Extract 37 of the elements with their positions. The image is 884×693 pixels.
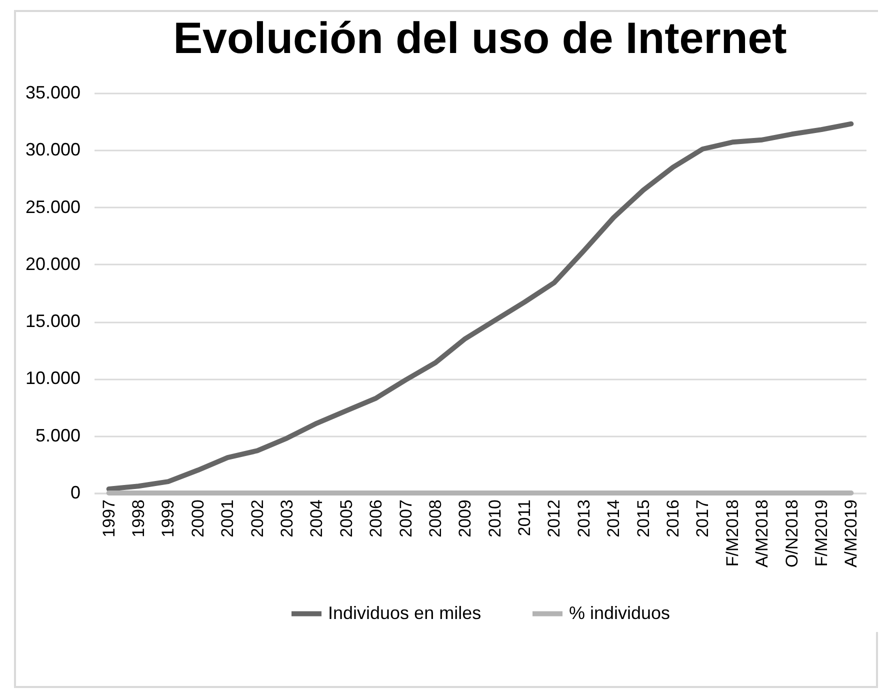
chart-title: Evolución del uso de Internet (173, 14, 788, 63)
y-tick-label: 30.000 (25, 140, 80, 160)
x-tick-label: 2016 (664, 500, 682, 538)
x-tick-label: 2015 (634, 500, 653, 538)
x-tick-label: F/M2018 (722, 500, 742, 567)
x-tick-label: 2001 (218, 500, 238, 538)
y-tick-label: 35.000 (25, 82, 80, 102)
x-tick-label: A/M2019 (842, 500, 861, 568)
x-tick-label: 2012 (544, 500, 564, 538)
x-tick-label: 2004 (307, 500, 326, 538)
x-tick-label: 2014 (604, 500, 624, 538)
x-tick-label: 2000 (188, 500, 208, 538)
y-tick-label: 15.000 (25, 311, 80, 332)
y-tick-label: 25.000 (25, 196, 80, 217)
x-tick-label: 2010 (485, 500, 504, 538)
x-tick-label: 2008 (426, 500, 445, 538)
x-tick-label: O/N2018 (782, 500, 802, 568)
y-tick-label: 20.000 (25, 254, 80, 274)
x-tick-label: 2013 (574, 500, 594, 538)
x-tick-label: 1998 (129, 500, 148, 538)
x-tick-label: 2006 (366, 500, 386, 538)
x-tick-label: 2011 (515, 500, 534, 536)
y-tick-label: 10.000 (25, 368, 80, 388)
x-tick-label: F/M2019 (812, 500, 831, 567)
legend-label: Individuos en miles (328, 602, 482, 623)
x-tick-label: 2017 (693, 500, 712, 538)
y-tick-label: 5.000 (35, 425, 80, 446)
x-tick-label: 2009 (456, 500, 475, 538)
x-tick-label: 1999 (158, 500, 178, 538)
y-tick-label: 0 (70, 482, 80, 502)
x-tick-label: 2003 (278, 500, 296, 538)
legend-label: % individuos (569, 602, 670, 623)
x-tick-label: 2007 (396, 500, 416, 538)
x-tick-label: 2002 (248, 500, 267, 538)
x-tick-label: A/M2018 (752, 500, 772, 568)
x-tick-label: 1997 (99, 500, 118, 538)
x-tick-label: 2005 (336, 500, 356, 538)
